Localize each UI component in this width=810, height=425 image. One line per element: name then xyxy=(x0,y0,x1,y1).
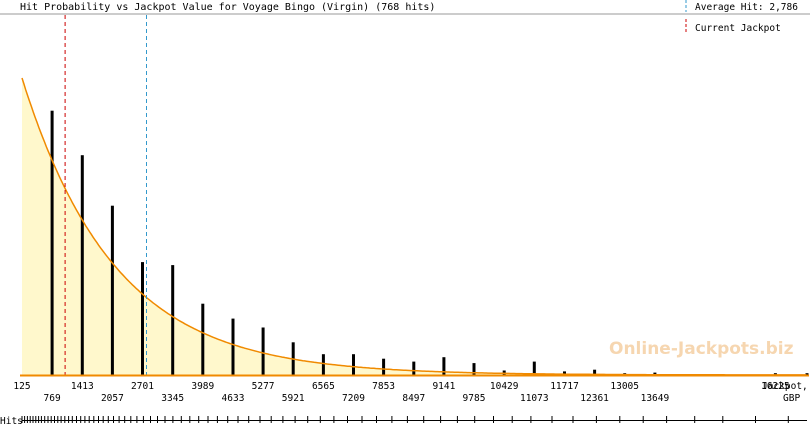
bar-5 xyxy=(201,303,205,375)
x-tick-labels: 125 1413 2701 3989 5277 6565 7853 9141 10429 1171… xyxy=(13,381,789,404)
x-tick-label-upper: 3989 xyxy=(191,381,214,392)
x-tick-label-lower: 9785 xyxy=(463,393,486,404)
bar-4 xyxy=(171,265,175,375)
legend-current-label: Current Jackpot xyxy=(695,23,781,34)
x-tick-label-upper: 10429 xyxy=(490,381,519,392)
bar-12 xyxy=(412,361,416,375)
x-tick-label-lower: 7209 xyxy=(342,393,365,404)
bar-10 xyxy=(352,354,355,375)
x-tick-label-upper: 11717 xyxy=(550,381,579,392)
hits-rug xyxy=(21,416,807,423)
bar-20 xyxy=(653,372,657,375)
bar-0 xyxy=(50,110,54,375)
x-tick-label-lower: 8497 xyxy=(402,393,425,404)
bar-14 xyxy=(472,363,476,375)
x-tick-label-upper: 16225 xyxy=(761,381,790,392)
chart-title: Hit Probability vs Jackpot Value for Voy… xyxy=(20,2,435,13)
bar-6 xyxy=(231,318,235,375)
x-tick-label-upper: 9141 xyxy=(432,381,455,392)
x-tick-label-lower: 5921 xyxy=(282,393,305,404)
hits-label: Hits xyxy=(0,416,23,425)
bar-13 xyxy=(442,357,446,375)
legend-average-label: Average Hit: 2,786 xyxy=(695,2,798,13)
bar-7 xyxy=(261,327,265,375)
x-tick-label-upper: 7853 xyxy=(372,381,395,392)
x-tick-label-upper: 13005 xyxy=(610,381,639,392)
x-tick-label-lower: 11073 xyxy=(520,393,549,404)
x-axis-unit: GBP xyxy=(783,393,800,404)
x-tick-label-lower: 4633 xyxy=(222,393,245,404)
legend: Average Hit: 2,786 Current Jackpot xyxy=(685,0,798,34)
x-tick-label-upper: 125 xyxy=(13,381,30,392)
watermark: Online-Jackpots.biz xyxy=(609,339,794,359)
marker-lines xyxy=(64,15,147,375)
bar-11 xyxy=(382,358,386,375)
bar-1 xyxy=(80,155,84,375)
bar-21 xyxy=(773,373,777,375)
bar-17 xyxy=(563,371,566,375)
x-tick-label-lower: 769 xyxy=(44,393,61,404)
bar-22 xyxy=(805,373,809,375)
bar-3 xyxy=(141,262,144,375)
bars xyxy=(50,110,809,375)
bar-2 xyxy=(110,205,114,375)
x-tick-label-upper: 2701 xyxy=(131,381,154,392)
bar-9 xyxy=(321,354,325,375)
probability-area xyxy=(22,78,807,375)
x-tick-label-upper: 5277 xyxy=(252,381,275,392)
x-tick-label-upper: 6565 xyxy=(312,381,335,392)
x-tick-label-lower: 12361 xyxy=(580,393,609,404)
bar-18 xyxy=(593,369,597,375)
x-tick-label-lower: 2057 xyxy=(101,393,124,404)
x-tick-label-lower: 3345 xyxy=(161,393,184,404)
x-tick-label-upper: 1413 xyxy=(71,381,94,392)
x-axis-label: Jackpot, xyxy=(762,381,808,392)
x-tick-label-lower: 13649 xyxy=(641,393,670,404)
bar-16 xyxy=(532,361,536,375)
